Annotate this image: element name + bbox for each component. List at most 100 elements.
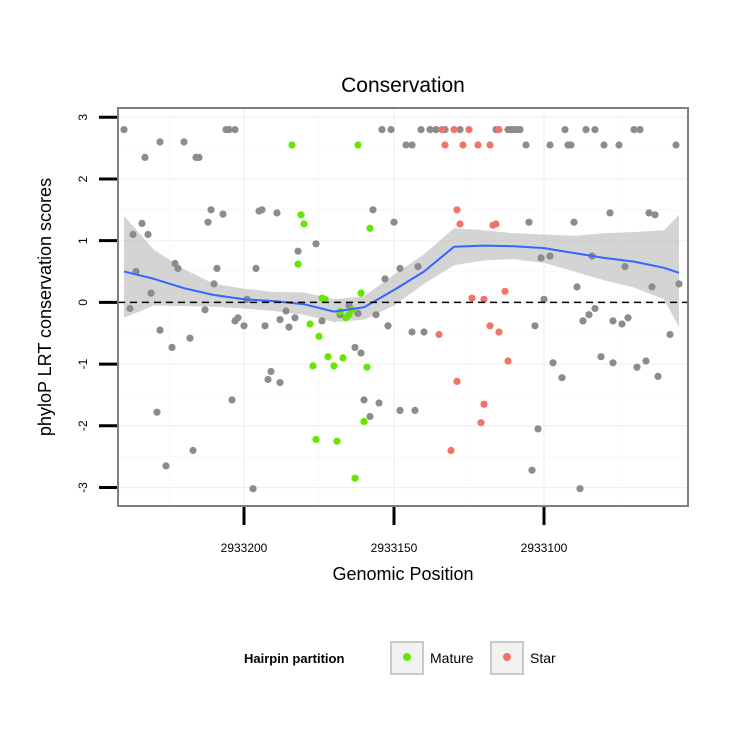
point-mature-12 — [333, 437, 341, 445]
point-other-27 — [225, 126, 233, 134]
point-star-4 — [450, 126, 458, 134]
point-other-121 — [648, 283, 656, 291]
point-other-66 — [396, 264, 404, 272]
point-other-70 — [411, 406, 419, 414]
point-other-43 — [276, 316, 284, 324]
point-other-55 — [360, 396, 368, 404]
point-other-116 — [630, 126, 638, 134]
point-star-8 — [459, 141, 467, 149]
point-other-2 — [129, 230, 137, 239]
y-tick-label-2: 1 — [76, 237, 90, 244]
point-other-6 — [144, 230, 152, 239]
point-other-38 — [261, 322, 269, 330]
point-other-101 — [579, 317, 587, 325]
point-other-22 — [207, 206, 215, 214]
point-other-115 — [624, 314, 632, 322]
point-other-85 — [525, 218, 533, 226]
x-axis-title: Genomic Position — [332, 564, 473, 584]
x-tick-label-1: 2933150 — [371, 541, 418, 555]
point-other-123 — [654, 372, 662, 380]
point-other-40 — [267, 367, 275, 376]
point-other-4 — [138, 219, 146, 227]
point-mature-20 — [357, 289, 365, 297]
point-other-15 — [180, 138, 188, 146]
point-other-28 — [228, 396, 236, 404]
point-other-57 — [369, 206, 377, 214]
point-other-71 — [414, 263, 422, 271]
point-other-8 — [156, 138, 164, 146]
point-mature-7 — [315, 332, 323, 340]
point-star-12 — [477, 419, 485, 427]
point-star-6 — [453, 377, 461, 385]
point-other-98 — [570, 218, 578, 226]
point-other-63 — [387, 126, 395, 134]
point-star-14 — [480, 295, 488, 303]
point-other-91 — [546, 141, 554, 149]
point-other-17 — [189, 446, 197, 455]
y-tick-label-1: 2 — [76, 175, 90, 182]
point-other-83 — [516, 126, 524, 134]
point-other-61 — [381, 275, 389, 283]
point-other-87 — [531, 322, 539, 330]
point-other-0 — [120, 126, 128, 134]
point-other-65 — [396, 406, 404, 414]
point-star-11 — [474, 141, 482, 149]
point-other-24 — [213, 264, 221, 272]
point-other-64 — [390, 218, 398, 226]
point-other-48 — [312, 240, 320, 248]
point-other-34 — [249, 485, 257, 493]
point-other-99 — [573, 283, 581, 291]
point-other-103 — [585, 311, 593, 319]
y-tick-label-5: -2 — [76, 420, 90, 431]
x-tick-label-2: 2933100 — [521, 541, 568, 555]
point-other-92 — [546, 252, 554, 260]
point-other-19 — [195, 153, 203, 161]
point-other-95 — [561, 126, 569, 134]
legend-item-mature: Mature — [390, 641, 474, 675]
point-mature-21 — [360, 417, 368, 426]
point-star-19 — [495, 126, 503, 134]
point-other-100 — [576, 485, 584, 493]
point-star-22 — [504, 357, 512, 365]
point-other-111 — [609, 359, 617, 367]
point-other-52 — [351, 343, 359, 351]
point-other-35 — [252, 264, 260, 272]
point-other-73 — [420, 328, 428, 336]
point-other-47 — [294, 247, 302, 255]
point-other-84 — [522, 141, 530, 149]
point-other-124 — [666, 330, 674, 339]
point-star-1 — [438, 126, 446, 134]
point-mature-10 — [324, 353, 332, 361]
point-star-15 — [486, 141, 494, 149]
point-mature-6 — [312, 435, 320, 443]
point-mature-9 — [321, 295, 329, 303]
point-other-44 — [282, 307, 290, 315]
point-mature-11 — [330, 362, 338, 370]
smooth-curve — [123, 244, 680, 313]
point-mature-3 — [300, 220, 308, 228]
legend: Hairpin partition Mature Star — [244, 641, 556, 675]
point-other-75 — [432, 126, 440, 134]
point-star-9 — [465, 126, 473, 134]
point-other-102 — [582, 126, 590, 134]
point-star-3 — [447, 446, 455, 455]
point-other-60 — [378, 126, 386, 134]
point-mature-5 — [309, 362, 317, 370]
point-other-7 — [147, 289, 155, 297]
point-star-2 — [441, 141, 449, 149]
point-other-21 — [204, 218, 212, 226]
point-other-9 — [153, 408, 161, 416]
points — [120, 126, 683, 493]
smooth-line — [123, 244, 680, 313]
point-other-45 — [285, 323, 293, 331]
point-other-42 — [276, 379, 284, 387]
point-other-5 — [141, 153, 149, 161]
legend-item-star: Star — [490, 641, 556, 675]
point-mature-22 — [363, 363, 371, 371]
point-other-20 — [201, 306, 209, 314]
point-other-119 — [642, 357, 650, 365]
point-mature-19 — [354, 141, 362, 149]
point-mature-1 — [294, 260, 302, 268]
point-other-86 — [528, 466, 536, 474]
y-tick-label-0: 3 — [76, 114, 90, 121]
